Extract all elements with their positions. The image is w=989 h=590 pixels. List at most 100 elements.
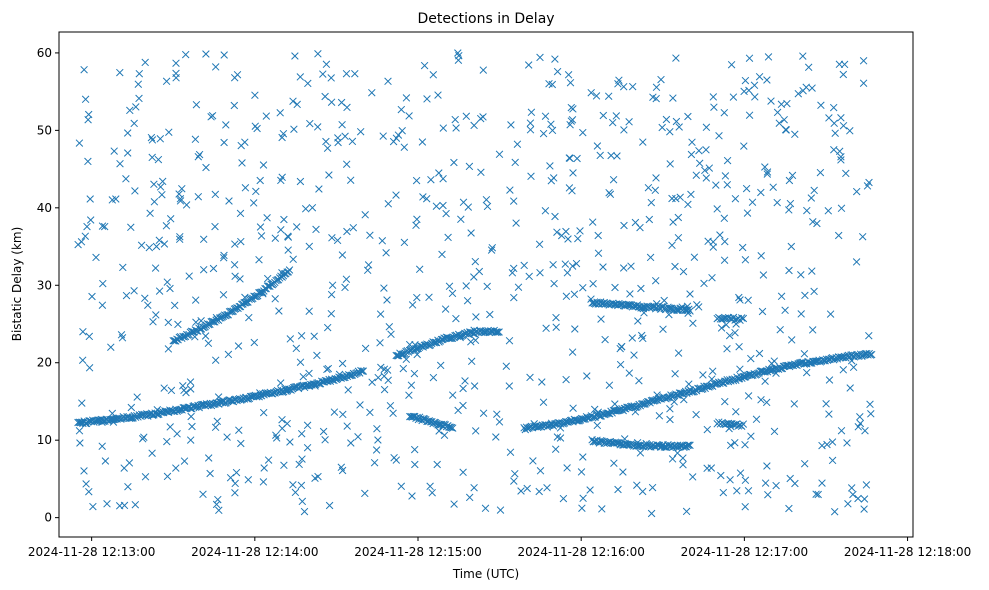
- detection-point: [674, 233, 683, 242]
- detection-point: [255, 255, 263, 264]
- detection-point: [155, 236, 164, 245]
- detection-point: [761, 479, 770, 487]
- detection-point: [361, 489, 369, 498]
- detection-point: [386, 401, 395, 410]
- detection-point: [862, 481, 871, 489]
- detection-point: [689, 319, 697, 328]
- detection-point: [154, 155, 163, 164]
- detection-point: [712, 181, 720, 189]
- detection-point: [739, 420, 748, 428]
- detection-point: [413, 350, 421, 359]
- detection-point: [454, 49, 462, 57]
- detection-point: [215, 314, 224, 322]
- detection-point: [126, 106, 134, 115]
- detection-point: [283, 419, 291, 428]
- detection-point: [141, 294, 149, 303]
- detection-point: [830, 507, 839, 516]
- detection-point: [615, 76, 623, 84]
- detection-point: [366, 231, 374, 240]
- detection-point: [579, 494, 587, 503]
- detection-point: [323, 365, 331, 374]
- detection-point: [377, 363, 385, 372]
- detection-point: [338, 359, 347, 368]
- detection-point: [847, 484, 856, 492]
- detection-point: [607, 151, 615, 160]
- detection-point: [808, 326, 817, 334]
- detection-point: [652, 300, 661, 308]
- detection-point: [509, 264, 518, 273]
- detection-point: [594, 249, 603, 257]
- detection-point: [471, 257, 480, 266]
- detection-point: [633, 481, 641, 489]
- detection-point: [719, 488, 728, 497]
- detection-point: [347, 439, 355, 447]
- detection-point: [736, 296, 744, 304]
- detection-point: [131, 187, 139, 195]
- detection-point: [95, 416, 103, 424]
- detection-point: [761, 163, 769, 171]
- detection-point: [542, 324, 550, 333]
- detection-point: [138, 435, 147, 443]
- detection-point: [292, 344, 301, 353]
- detection-point: [400, 238, 409, 247]
- detection-point: [556, 434, 565, 442]
- detection-point: [172, 59, 180, 67]
- x-tick: 2024-11-28 12:18:00: [844, 537, 971, 559]
- detection-point: [729, 93, 738, 101]
- detection-point: [849, 490, 857, 499]
- detection-point: [785, 266, 793, 275]
- detection-point: [337, 98, 346, 107]
- detection-point: [260, 464, 268, 472]
- detection-point: [508, 269, 517, 277]
- detection-point: [763, 170, 772, 178]
- detection-point: [567, 117, 576, 125]
- detection-point: [164, 408, 173, 417]
- detection-point: [816, 168, 825, 177]
- detection-point: [673, 449, 682, 457]
- detection-point: [751, 93, 759, 101]
- detection-point: [708, 367, 717, 375]
- detection-point: [598, 505, 606, 513]
- detection-point: [685, 380, 693, 388]
- detection-point: [818, 441, 826, 450]
- detection-point: [303, 421, 312, 430]
- detection-point: [361, 344, 370, 353]
- detection-point: [530, 420, 538, 428]
- detection-point: [380, 372, 388, 380]
- detection-point: [447, 334, 456, 342]
- detection-point: [594, 408, 603, 416]
- detection-point: [199, 490, 207, 499]
- detection-point: [339, 410, 347, 419]
- detection-point: [620, 126, 628, 134]
- detection-point: [599, 111, 608, 120]
- detection-point: [687, 388, 696, 396]
- detection-point: [715, 132, 723, 140]
- detection-point: [666, 415, 674, 424]
- detection-point: [84, 115, 92, 124]
- detection-point: [732, 407, 740, 416]
- detection-point: [300, 507, 309, 516]
- detection-point: [785, 176, 794, 185]
- detection-point: [256, 223, 265, 231]
- detection-point: [605, 188, 613, 197]
- detection-point: [860, 505, 868, 513]
- detection-point: [284, 246, 292, 254]
- detection-point: [262, 112, 271, 120]
- detection-point: [846, 127, 854, 135]
- detection-point: [619, 82, 628, 91]
- detection-point: [298, 455, 306, 463]
- detection-point: [230, 73, 239, 82]
- detection-point: [179, 382, 187, 390]
- detection-point: [186, 385, 195, 393]
- detection-point: [327, 74, 335, 82]
- detection-point: [770, 357, 779, 365]
- detection-point: [256, 389, 264, 397]
- detection-point: [738, 243, 747, 252]
- y-tick: 10: [37, 433, 59, 447]
- detection-point: [669, 218, 677, 226]
- detection-point: [477, 168, 485, 177]
- detection-point: [432, 202, 441, 210]
- detection-point: [839, 121, 848, 130]
- x-axis-title: Time (UTC): [452, 567, 519, 581]
- detection-point: [472, 313, 480, 321]
